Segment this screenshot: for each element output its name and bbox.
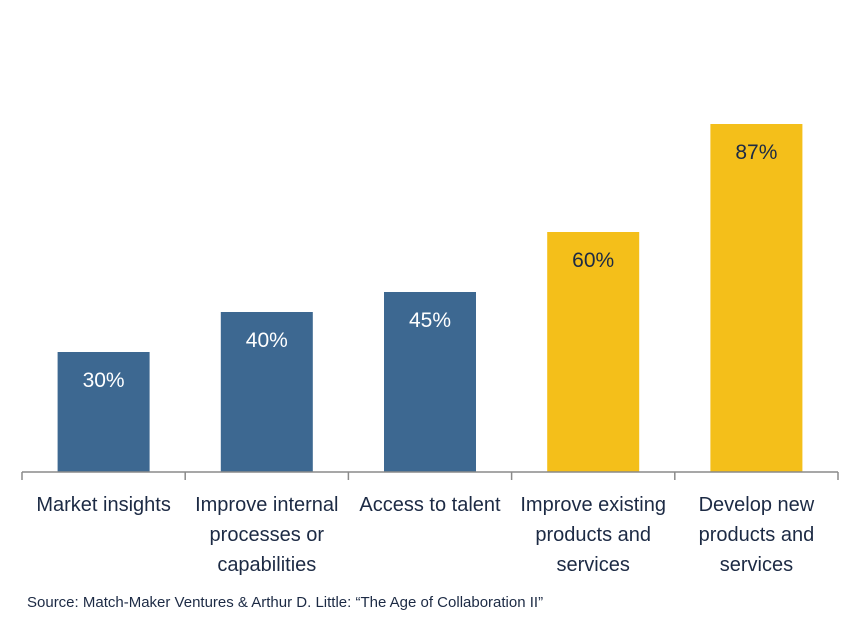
category-label-line: Develop new bbox=[699, 494, 815, 516]
value-label-3: 45% bbox=[409, 309, 451, 332]
bar-1 bbox=[57, 352, 150, 472]
bar-3 bbox=[384, 292, 476, 472]
category-label-line: products and bbox=[699, 524, 815, 546]
category-label-line: Access to talent bbox=[359, 494, 501, 516]
category-label-line: services bbox=[557, 554, 630, 576]
bars-group bbox=[57, 124, 803, 472]
value-label-5: 87% bbox=[735, 141, 777, 164]
value-label-1: 30% bbox=[83, 369, 125, 392]
category-label-line: products and bbox=[535, 524, 651, 546]
category-label-2: Improve internal processes or capabilities bbox=[195, 494, 338, 576]
category-label-1: Market insights bbox=[36, 494, 171, 516]
category-label-line: Improve existing bbox=[520, 494, 666, 516]
category-label-line: services bbox=[720, 554, 793, 576]
category-label-line: processes or bbox=[210, 524, 325, 546]
source-note: Source: Match-Maker Ventures & Arthur D.… bbox=[27, 594, 544, 611]
bar-4 bbox=[547, 232, 640, 472]
value-label-4: 60% bbox=[572, 249, 614, 272]
x-axis bbox=[21, 471, 839, 480]
category-label-line: Market insights bbox=[36, 494, 171, 516]
category-label-3: Access to talent bbox=[359, 494, 501, 516]
bar-chart: 30% 40% 45% 60% 87% Market insights Improve i… bbox=[21, 124, 839, 576]
category-label-line: capabilities bbox=[217, 554, 316, 576]
category-label-line: Improve internal bbox=[195, 494, 338, 516]
category-labels-group: Market insights Improve internal processes… bbox=[36, 494, 814, 576]
value-label-2: 40% bbox=[246, 329, 288, 352]
category-label-4: Improve existing products and services bbox=[520, 494, 666, 576]
bar-2 bbox=[220, 312, 313, 472]
value-labels-group: 30% 40% 45% 60% 87% bbox=[83, 141, 778, 392]
bar-5 bbox=[710, 124, 803, 472]
category-label-5: Develop new products and services bbox=[699, 494, 815, 576]
